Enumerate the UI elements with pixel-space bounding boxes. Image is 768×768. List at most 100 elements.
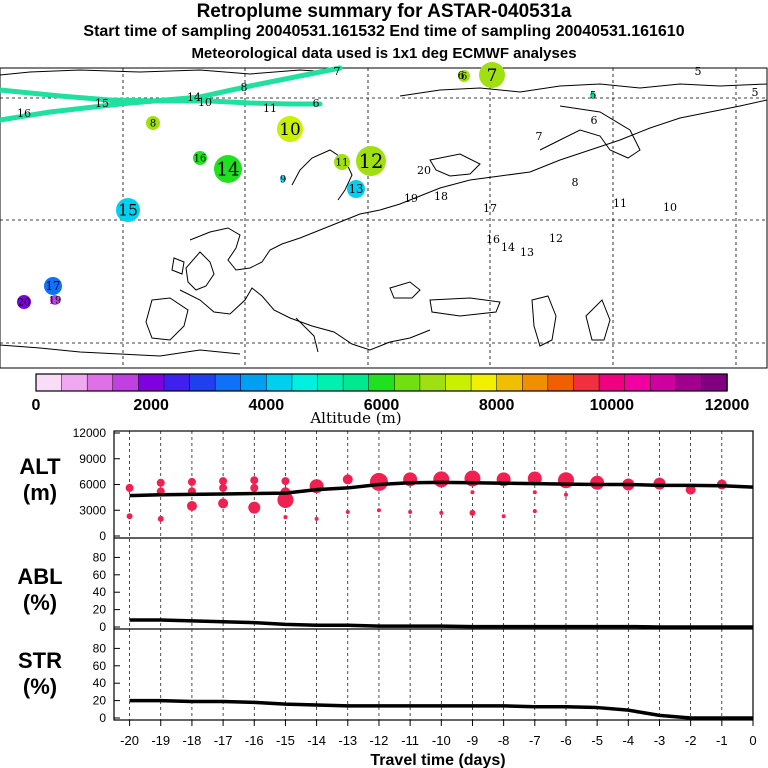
track-day-label: 11 (263, 102, 277, 115)
cluster-point (685, 484, 696, 495)
plume-day-label: 20 (18, 298, 31, 309)
y-tick-label: 80 (93, 641, 107, 655)
x-tick-label: -7 (529, 733, 541, 748)
track-day-label: 14 (501, 241, 515, 254)
x-tick-label: -2 (685, 733, 697, 748)
plume-marker (146, 116, 160, 130)
x-tick-label: -13 (338, 733, 357, 748)
alt-panel: 0 3000 6000 9000 12000 (73, 426, 754, 543)
cluster-point (186, 500, 197, 511)
track-day-label: 18 (434, 190, 448, 203)
alt-unit-label: (m) (23, 480, 57, 505)
cluster-point (250, 476, 259, 485)
colorbar-cell (214, 373, 242, 392)
x-tick-label: -14 (307, 733, 326, 748)
track-day-label: 10 (198, 96, 212, 109)
colorbar-cell (240, 373, 268, 392)
y-tick-label: 40 (93, 676, 107, 690)
cluster-point (125, 483, 134, 492)
cluster-point (283, 515, 288, 520)
cluster-point (369, 472, 388, 491)
colorbar-tick-label: 0 (32, 397, 41, 414)
colorbar-cell (163, 373, 191, 392)
colorbar-cell (86, 373, 114, 392)
x-tick-label: -19 (151, 733, 170, 748)
track-day-label: 16 (17, 107, 31, 120)
y-tick-label: 60 (93, 568, 107, 582)
plume-day-label: 10 (279, 119, 301, 139)
met-data-note: Meteorological data used is 1x1 deg ECMW… (191, 45, 577, 62)
colorbar-cell (624, 373, 651, 392)
plume-day-label: 11 (335, 157, 348, 169)
cluster-point (281, 477, 290, 486)
abl-panel: 0 20 40 60 80 (93, 550, 753, 634)
x-tick-label: 0 (749, 733, 756, 748)
cluster-point (250, 483, 259, 492)
colorbar-title: Altitude (m) (309, 409, 401, 427)
colorbar-tick-label: 10000 (590, 397, 635, 414)
plume-marker (334, 154, 350, 170)
y-tick-label: 20 (93, 603, 107, 617)
colorbar-tick-label: 12000 (705, 397, 750, 414)
colorbar-cell (394, 373, 421, 392)
x-tick-label: -10 (432, 733, 451, 748)
track-day-label: 6 (591, 114, 598, 127)
x-tick-label: -17 (214, 733, 233, 748)
colorbar-cell (189, 373, 216, 392)
y-tick-label: 12000 (73, 426, 107, 440)
x-tick-label: -4 (623, 733, 635, 748)
colorbar-cell (266, 373, 293, 392)
chart-title: Retroplume summary for ASTAR-040531a (196, 1, 572, 22)
y-tick-label: 3000 (79, 503, 106, 517)
x-tick-label: -9 (467, 733, 479, 748)
plume-day-label: 8 (150, 119, 156, 130)
cluster-point (342, 474, 353, 485)
x-tick-label: -16 (245, 733, 264, 748)
y-tick-label: 40 (93, 585, 107, 599)
colorbar-cell (445, 373, 472, 392)
colorbar-cell (547, 373, 575, 392)
plume-marker (193, 151, 207, 165)
cluster-point (469, 509, 476, 516)
track-day-label: 16 (486, 233, 500, 246)
str-panel: 0 20 40 60 80 (93, 641, 753, 725)
x-tick-label: -3 (654, 733, 666, 748)
plume-day-label: 6 (461, 72, 467, 83)
track-day-label: 5 (752, 86, 759, 99)
colorbar-cell (649, 373, 677, 392)
plume-markers (17, 62, 596, 309)
track-day-label: 7 (334, 65, 341, 78)
y-tick-label: 60 (93, 659, 107, 673)
series-line (129, 618, 753, 629)
plume-marker (116, 198, 140, 222)
track-day-label: 20 (417, 164, 431, 177)
track-day-label: 15 (95, 97, 109, 110)
colorbar-tick-label: 6000 (364, 397, 400, 414)
x-tick-label: -12 (370, 733, 389, 748)
track-day-label: 19 (404, 192, 418, 205)
plume-marker (280, 176, 286, 182)
cluster-point (501, 514, 506, 519)
plume-marker (50, 295, 60, 305)
time-series-panels: 0 3000 6000 9000 12000 0 20 40 60 80 0 20 40 60 80 -… (17, 426, 756, 768)
colorbar-cell (35, 373, 63, 392)
cluster-point (218, 498, 229, 509)
x-tick-label: -6 (560, 733, 572, 748)
track-day-label: 6 (458, 69, 465, 82)
plume-marker (479, 62, 505, 88)
plume-day-label: 17 (46, 279, 61, 293)
coastlines (0, 69, 768, 357)
x-tick-label: -8 (498, 733, 510, 748)
x-tick-label: -11 (401, 733, 419, 748)
colorbar-tick-label: 4000 (249, 397, 285, 414)
cluster-point (470, 490, 475, 495)
track-day-label: 8 (572, 176, 579, 189)
panels-frame (113, 430, 754, 721)
colorbar-cell (342, 373, 370, 392)
alt-label: ALT (19, 454, 61, 479)
track-day-label: 14 (187, 91, 201, 104)
x-tick-label: -15 (276, 733, 295, 748)
